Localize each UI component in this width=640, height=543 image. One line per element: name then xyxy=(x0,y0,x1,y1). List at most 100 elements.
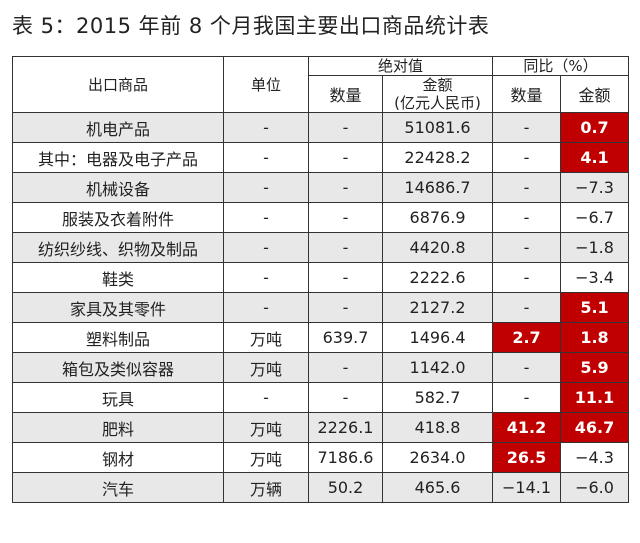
yoy-quantity-cell: - xyxy=(492,292,562,323)
amount-cell: 418.8 xyxy=(381,412,494,443)
product-name-cell: 塑料制品 xyxy=(12,322,224,353)
yoy-quantity-cell: - xyxy=(492,262,562,293)
header-amount-unit: (亿元人民币) xyxy=(394,94,481,112)
table-row: 纺织纱线、织物及制品 - -4420.8- −1.8 xyxy=(12,232,630,263)
unit-cell: 万吨 xyxy=(223,322,309,353)
quantity-cell: - xyxy=(308,352,383,383)
amount-cell: 6876.9 xyxy=(381,202,494,233)
yoy-amount-cell: 11.1 xyxy=(560,382,630,413)
header-amount-label: 金额 xyxy=(422,76,453,95)
product-name-cell: 服装及衣着附件 xyxy=(12,202,224,233)
unit-cell: 万吨 xyxy=(223,442,309,473)
quantity-cell: 2226.1 xyxy=(308,412,383,443)
product-name-cell: 家具及其零件 xyxy=(12,292,224,323)
amount-cell: 1142.0 xyxy=(381,352,494,383)
amount-cell: 2222.6 xyxy=(381,262,494,293)
yoy-amount-cell: −7.3 xyxy=(560,172,630,203)
table-row: 箱包及类似容器 万吨 -1142.0-5.9 xyxy=(12,352,630,383)
table-row: 机电产品 - -51081.6-0.7 xyxy=(12,112,630,143)
yoy-quantity-cell: −14.1 xyxy=(492,472,562,503)
unit-cell: 万辆 xyxy=(223,472,309,503)
yoy-quantity-cell: - xyxy=(492,382,562,413)
unit-cell: - xyxy=(223,382,309,413)
yoy-quantity-cell: 41.2 xyxy=(492,412,562,443)
quantity-cell: - xyxy=(308,382,383,413)
unit-cell: - xyxy=(223,232,309,263)
quantity-cell: 50.2 xyxy=(308,472,383,503)
product-name-cell: 其中：电器及电子产品 xyxy=(12,142,224,173)
product-name-cell: 纺织纱线、织物及制品 xyxy=(12,232,224,263)
unit-cell: - xyxy=(223,172,309,203)
yoy-quantity-cell: 2.7 xyxy=(492,322,562,353)
quantity-cell: - xyxy=(308,262,383,293)
table-row: 家具及其零件 - -2127.2-5.1 xyxy=(12,292,630,323)
header-product: 出口商品 xyxy=(12,56,224,113)
unit-cell: - xyxy=(223,142,309,173)
product-name-cell: 机械设备 xyxy=(12,172,224,203)
unit-cell: - xyxy=(223,262,309,293)
yoy-amount-cell: 1.8 xyxy=(560,322,630,353)
yoy-quantity-cell: - xyxy=(492,202,562,233)
product-name-cell: 箱包及类似容器 xyxy=(12,352,224,383)
yoy-amount-cell: 4.1 xyxy=(560,142,630,173)
table-row: 其中：电器及电子产品 - -22428.2-4.1 xyxy=(12,142,630,173)
yoy-amount-cell: −1.8 xyxy=(560,232,630,263)
product-name-cell: 鞋类 xyxy=(12,262,224,293)
header-yoy-amount: 金额 xyxy=(560,75,630,113)
table-row: 肥料 万吨 2226.1 418.8 41.2 46.7 xyxy=(12,412,630,443)
unit-cell: 万吨 xyxy=(223,352,309,383)
header-yoy-quantity: 数量 xyxy=(492,75,562,113)
unit-cell: - xyxy=(223,112,309,143)
yoy-amount-cell: −3.4 xyxy=(560,262,630,293)
export-table-container: 出口商品 单位 绝对值 同比（%） 数量 金额 (亿元人民币) 数量 金额 机电… xyxy=(12,56,630,503)
quantity-cell: - xyxy=(308,112,383,143)
amount-cell: 465.6 xyxy=(381,472,494,503)
table-title: 表 5：2015 年前 8 个月我国主要出口商品统计表 xyxy=(12,14,490,38)
yoy-quantity-cell: - xyxy=(492,232,562,263)
table-row: 鞋类 - -2222.6- −3.4 xyxy=(12,262,630,293)
product-name-cell: 机电产品 xyxy=(12,112,224,143)
unit-cell: - xyxy=(223,202,309,233)
yoy-amount-cell: 0.7 xyxy=(560,112,630,143)
yoy-quantity-cell: - xyxy=(492,142,562,173)
table-row: 服装及衣着附件 - -6876.9- −6.7 xyxy=(12,202,630,233)
product-name-cell: 钢材 xyxy=(12,442,224,473)
yoy-amount-cell: 46.7 xyxy=(560,412,630,443)
yoy-amount-cell: −6.7 xyxy=(560,202,630,233)
table-row: 塑料制品 万吨 639.7 1496.4 2.7 1.8 xyxy=(12,322,630,353)
table-row: 机械设备 - -14686.7- −7.3 xyxy=(12,172,630,203)
yoy-quantity-cell: - xyxy=(492,112,562,143)
quantity-cell: - xyxy=(308,232,383,263)
yoy-amount-cell: −4.3 xyxy=(560,442,630,473)
yoy-quantity-cell: 26.5 xyxy=(492,442,562,473)
table-header: 出口商品 单位 绝对值 同比（%） 数量 金额 (亿元人民币) 数量 金额 xyxy=(12,56,630,113)
product-name-cell: 玩具 xyxy=(12,382,224,413)
amount-cell: 22428.2 xyxy=(381,142,494,173)
quantity-cell: - xyxy=(308,142,383,173)
unit-cell: - xyxy=(223,292,309,323)
amount-cell: 14686.7 xyxy=(381,172,494,203)
product-name-cell: 肥料 xyxy=(12,412,224,443)
yoy-amount-cell: −6.0 xyxy=(560,472,630,503)
header-amount: 金额 (亿元人民币) xyxy=(381,75,494,113)
yoy-quantity-cell: - xyxy=(492,352,562,383)
export-statistics-table: 出口商品 单位 绝对值 同比（%） 数量 金额 (亿元人民币) 数量 金额 机电… xyxy=(12,56,630,503)
quantity-cell: 639.7 xyxy=(308,322,383,353)
header-unit: 单位 xyxy=(223,56,309,113)
amount-cell: 51081.6 xyxy=(381,112,494,143)
amount-cell: 4420.8 xyxy=(381,232,494,263)
quantity-cell: - xyxy=(308,172,383,203)
yoy-amount-cell: 5.1 xyxy=(560,292,630,323)
amount-cell: 2634.0 xyxy=(381,442,494,473)
quantity-cell: - xyxy=(308,292,383,323)
table-row: 钢材 万吨 7186.6 2634.0 26.5 −4.3 xyxy=(12,442,630,473)
amount-cell: 2127.2 xyxy=(381,292,494,323)
unit-cell: 万吨 xyxy=(223,412,309,443)
yoy-quantity-cell: - xyxy=(492,172,562,203)
header-absolute: 绝对值 xyxy=(307,56,494,76)
table-row: 汽车 万辆 50.2 465.6 −14.1 −6.0 xyxy=(12,472,630,503)
yoy-amount-cell: 5.9 xyxy=(560,352,630,383)
table-row: 玩具 - -582.7-11.1 xyxy=(12,382,630,413)
product-name-cell: 汽车 xyxy=(12,472,224,503)
quantity-cell: - xyxy=(308,202,383,233)
